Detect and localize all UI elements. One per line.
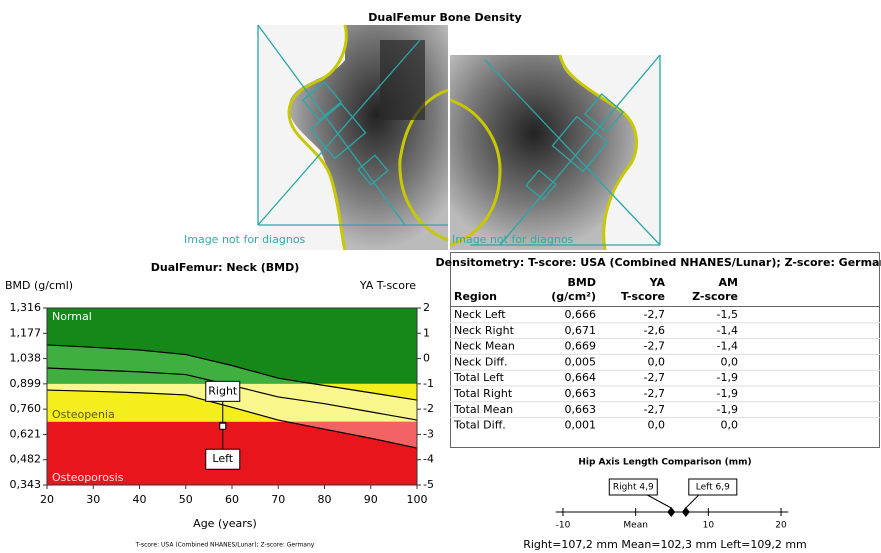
xray-left	[258, 25, 448, 250]
table-cell: 0,664	[565, 371, 597, 384]
table-cell: -1,9	[717, 403, 738, 416]
y-tick-label: 0,760	[10, 402, 42, 415]
table-cell: 0,0	[721, 355, 739, 368]
value-label: Right 4,9	[613, 483, 654, 493]
x-tick-label: 90	[364, 493, 378, 506]
page: DualFemur Bone Density Image not for dia…	[0, 0, 881, 553]
callout-label: Left	[212, 452, 233, 465]
x-tick-label: 70	[271, 493, 285, 506]
column-header: Region	[454, 290, 497, 303]
table-cell: -1,9	[717, 387, 738, 400]
y-tick-label: 1,177	[10, 326, 42, 339]
zone-label: Osteopenia	[52, 408, 115, 421]
x-tick-label: 20	[775, 521, 787, 531]
y-tick-label: 0,621	[10, 427, 42, 440]
xray-right	[450, 55, 660, 250]
x-tick-label: Mean	[623, 521, 648, 531]
table-cell: -2,7	[644, 387, 665, 400]
y-tick-label: 0,899	[10, 377, 42, 390]
table-cell: Neck Diff.	[454, 355, 508, 368]
column-header: YA	[649, 276, 666, 289]
footnote: T-score: USA (Combined NHANES/Lunar); Z-…	[135, 542, 315, 549]
marker	[682, 507, 690, 517]
marker	[667, 507, 675, 517]
table-cell: Total Right	[453, 387, 513, 400]
x-tick-label: 30	[86, 493, 100, 506]
table-cell: -2,7	[644, 308, 665, 321]
table-cell: 0,0	[648, 355, 666, 368]
column-header: Z-score	[692, 290, 738, 303]
y-tick-label: 1,316	[10, 301, 42, 314]
table-cell: -2,6	[644, 324, 665, 337]
value-label: Left 6,9	[696, 483, 730, 493]
x-tick-label: 60	[225, 493, 239, 506]
x-tick-label: 50	[179, 493, 193, 506]
y-axis-label: BMD (g/cml)	[5, 279, 73, 292]
table-title: Densitometry: T-score: USA (Combined NHA…	[436, 256, 881, 269]
image-caption: Image not for diagnos	[452, 233, 574, 246]
y-tick-label: 0,482	[10, 453, 42, 466]
table-cell: 0,005	[565, 355, 597, 368]
table-cell: Neck Mean	[454, 340, 515, 353]
chart-title: Hip Axis Length Comparison (mm)	[578, 458, 751, 468]
column-header: BMD	[568, 276, 596, 289]
report: DualFemur Bone Density Image not for dia…	[0, 0, 881, 553]
table-cell: 0,666	[565, 308, 597, 321]
column-header: AM	[719, 276, 738, 289]
chart-title: DualFemur: Neck (BMD)	[151, 261, 299, 274]
table-cell: 0,663	[565, 387, 597, 400]
table-cell: Total Left	[453, 371, 505, 384]
table-cell: 0,669	[565, 340, 597, 353]
callout-leader	[686, 495, 699, 508]
x-tick-label: 10	[703, 521, 715, 531]
table-cell: 0,0	[721, 419, 739, 432]
y2-tick-label: 0	[423, 352, 430, 365]
y2-axis-label: YA T-score	[359, 279, 416, 292]
table-cell: 0,671	[565, 324, 597, 337]
y2-tick-label: -2	[423, 402, 434, 415]
table-cell: -2,7	[644, 340, 665, 353]
y2-tick-label: 2	[423, 301, 430, 314]
y-tick-label: 0,343	[10, 478, 42, 491]
y-tick-label: 1,038	[10, 352, 42, 365]
x-tick-label: 80	[318, 493, 332, 506]
table-cell: -2,7	[644, 371, 665, 384]
y2-tick-label: -4	[423, 453, 434, 466]
page-title: DualFemur Bone Density	[368, 11, 521, 24]
table-cell: 0,001	[565, 419, 597, 432]
table-cell: 0,663	[565, 403, 597, 416]
column-header: T-score	[621, 290, 665, 303]
y2-tick-label: -1	[423, 377, 434, 390]
x-tick-label: 100	[407, 493, 428, 506]
y2-tick-label: -3	[423, 427, 434, 440]
table-cell: Neck Left	[454, 308, 506, 321]
image-caption: Image not for diagnos	[184, 233, 306, 246]
x-tick-label: 40	[133, 493, 147, 506]
table-cell: 0,0	[648, 419, 666, 432]
patient-point	[220, 423, 226, 429]
table-cell: -1,4	[717, 340, 738, 353]
y2-tick-label: 1	[423, 326, 430, 339]
column-header: (g/cm²)	[551, 290, 596, 303]
callout-leader	[647, 495, 671, 508]
table-cell: -1,4	[717, 324, 738, 337]
callout-label: Right	[208, 384, 238, 397]
y2-tick-label: -5	[423, 478, 434, 491]
caption: Right=107,2 mm Mean=102,3 mm Left=109,2 …	[523, 538, 807, 551]
x-axis-label: Age (years)	[193, 517, 257, 530]
table-cell: Total Diff.	[453, 419, 506, 432]
table-cell: -1,9	[717, 371, 738, 384]
table-cell: -1,5	[717, 308, 738, 321]
x-tick-label: 20	[40, 493, 54, 506]
table-cell: Total Mean	[453, 403, 513, 416]
table-cell: -2,7	[644, 403, 665, 416]
table-cell: Neck Right	[454, 324, 515, 337]
x-tick-label: -10	[556, 521, 571, 531]
zone-label: Osteoporosis	[52, 471, 124, 484]
zone-label: Normal	[52, 310, 92, 323]
